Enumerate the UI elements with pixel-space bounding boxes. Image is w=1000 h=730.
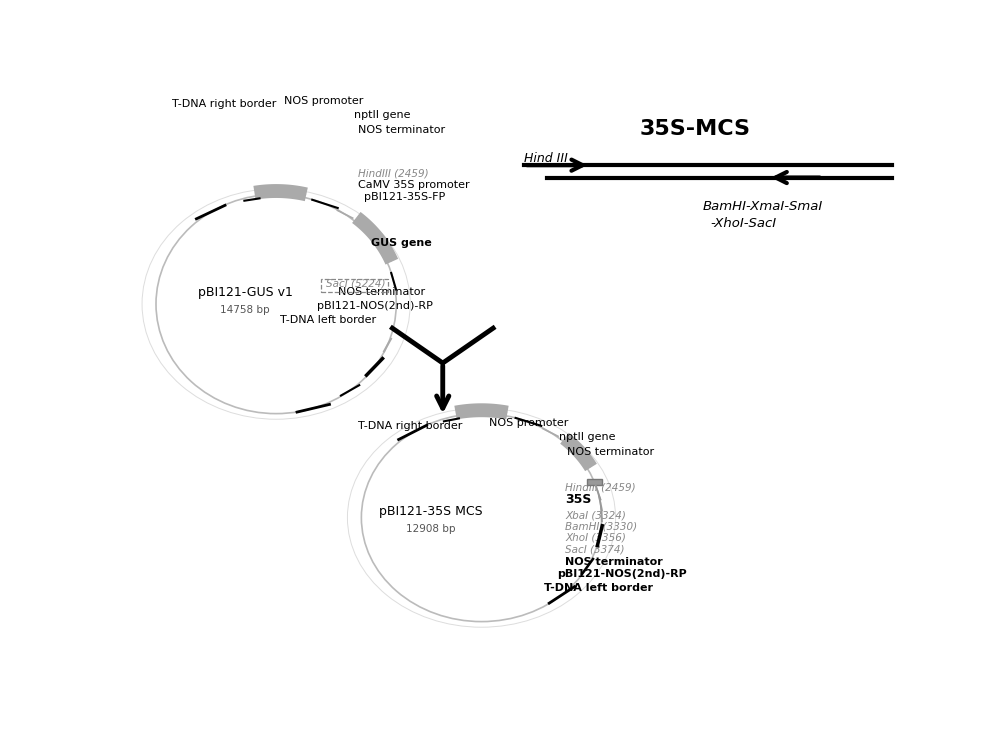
Text: T-DNA left border: T-DNA left border <box>280 315 376 326</box>
Text: XhoI (3356): XhoI (3356) <box>565 533 626 543</box>
Text: NOS promoter: NOS promoter <box>489 418 569 428</box>
Text: 35S: 35S <box>565 493 592 507</box>
Text: pBI121-NOS(2nd)-RP: pBI121-NOS(2nd)-RP <box>557 569 687 580</box>
Text: NOS promoter: NOS promoter <box>284 96 363 106</box>
Text: nptII gene: nptII gene <box>354 110 410 120</box>
Text: NOS terminator: NOS terminator <box>565 557 663 567</box>
Text: nptII gene: nptII gene <box>559 432 616 442</box>
Text: pBI121-35S MCS: pBI121-35S MCS <box>379 505 483 518</box>
Text: XbaI (3324): XbaI (3324) <box>565 510 626 520</box>
Text: HindIII (2459): HindIII (2459) <box>565 483 636 492</box>
Text: T-DNA right border: T-DNA right border <box>358 421 462 431</box>
Text: Hind III: Hind III <box>524 153 568 165</box>
Text: NOS terminator: NOS terminator <box>567 447 654 457</box>
Text: T-DNA left border: T-DNA left border <box>544 583 652 593</box>
Text: BamHI-XmaI-SmaI: BamHI-XmaI-SmaI <box>702 200 823 213</box>
FancyBboxPatch shape <box>587 479 602 485</box>
Text: BamHI (3330): BamHI (3330) <box>565 521 637 531</box>
Text: T-DNA right border: T-DNA right border <box>172 99 276 109</box>
Text: pBI121-GUS v1: pBI121-GUS v1 <box>198 286 293 299</box>
Text: pBI121-NOS(2nd)-RP: pBI121-NOS(2nd)-RP <box>317 301 433 311</box>
Text: SacI (5224): SacI (5224) <box>326 278 386 288</box>
Text: 14758 bp: 14758 bp <box>220 304 270 315</box>
Text: NOS terminator: NOS terminator <box>358 126 445 135</box>
Text: pBI121-35S-FP: pBI121-35S-FP <box>364 192 445 202</box>
Text: HindIII (2459): HindIII (2459) <box>358 169 428 179</box>
Text: 35S-MCS: 35S-MCS <box>639 118 750 139</box>
Text: SacI (3374): SacI (3374) <box>565 544 625 554</box>
Text: GUS gene: GUS gene <box>371 238 432 248</box>
Text: CaMV 35S promoter: CaMV 35S promoter <box>358 180 469 190</box>
Text: NOS terminator: NOS terminator <box>338 287 425 296</box>
Text: -XhoI-SacI: -XhoI-SacI <box>710 217 776 230</box>
Text: 12908 bp: 12908 bp <box>406 524 456 534</box>
